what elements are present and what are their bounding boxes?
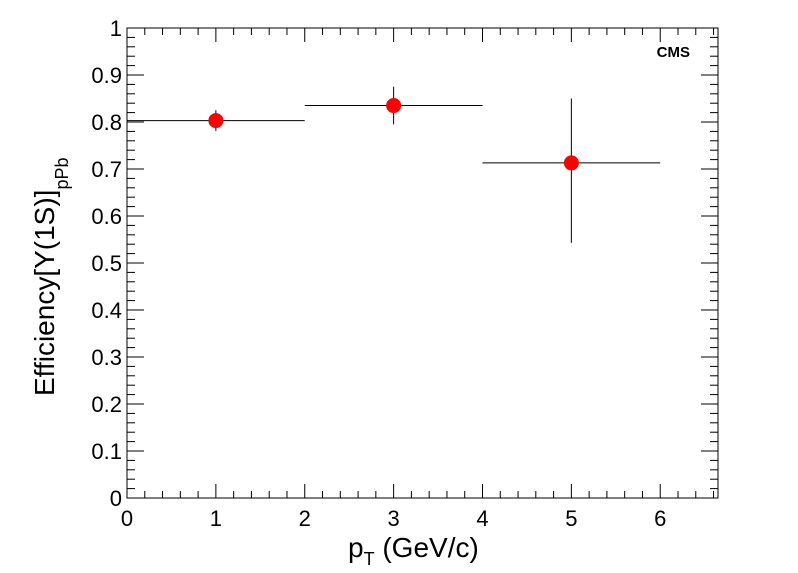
axis-ticks: [126, 27, 718, 499]
y-axis-title-main: Efficiency[Υ(1S)]: [29, 190, 60, 396]
y-tick-label: 1: [110, 16, 122, 41]
data-point: [482, 98, 661, 243]
tick-labels: 0 1 2 3 4 5 6 0 0.1 0.2 0.3 0.4 0.5 0.6 0.7 0.8 0.9 1: [91, 16, 666, 531]
x-axis-title-main: p: [348, 532, 364, 563]
y-axis-title-sub: pPb: [52, 158, 72, 190]
y-tick-label: 0.4: [91, 298, 122, 323]
x-axis-title-rest: (GeV/c): [375, 532, 479, 563]
data-marker: [386, 98, 402, 114]
x-tick-label: 4: [476, 506, 488, 531]
x-tick-label: 5: [565, 506, 577, 531]
cms-label: CMS: [657, 44, 690, 61]
plot-frame: [126, 27, 719, 499]
y-tick-label: 0.5: [91, 251, 122, 276]
y-tick-label: 0.8: [91, 110, 122, 135]
data-points: [127, 86, 661, 243]
data-point: [127, 110, 305, 131]
y-tick-label: 0: [110, 486, 122, 511]
x-tick-label: 3: [387, 506, 399, 531]
y-tick-label: 0.7: [91, 157, 122, 182]
data-marker: [563, 155, 579, 171]
y-tick-label: 0.3: [91, 345, 122, 370]
x-axis-title-sub: T: [364, 549, 375, 569]
x-tick-label: 0: [121, 506, 133, 531]
x-axis-title: pT (GeV/c): [348, 532, 479, 569]
x-tick-label: 6: [654, 506, 666, 531]
x-tick-label: 1: [210, 506, 222, 531]
y-axis-title: Efficiency[Υ(1S)]pPb: [29, 158, 72, 396]
y-tick-label: 0.2: [91, 392, 122, 417]
y-tick-label: 0.9: [91, 63, 122, 88]
data-marker: [208, 113, 224, 129]
y-tick-label: 0.6: [91, 204, 122, 229]
data-point: [304, 86, 483, 125]
x-tick-label: 2: [299, 506, 311, 531]
y-tick-label: 0.1: [91, 439, 122, 464]
